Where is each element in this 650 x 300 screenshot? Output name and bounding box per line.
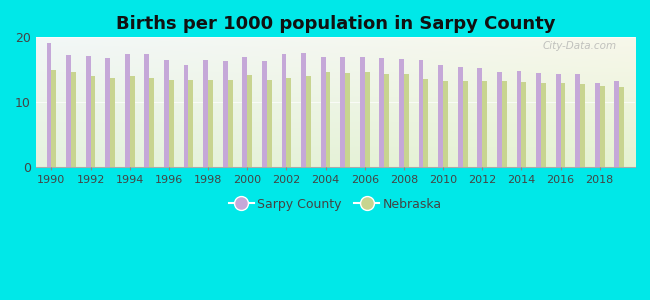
Bar [47, 43, 51, 167]
Bar [188, 80, 194, 167]
Bar [110, 78, 115, 167]
Title: Births per 1000 population in Sarpy County: Births per 1000 population in Sarpy Coun… [116, 15, 555, 33]
Bar [266, 80, 272, 167]
Bar [281, 54, 287, 167]
Bar [169, 80, 174, 167]
Bar [560, 83, 566, 167]
Bar [384, 74, 389, 167]
Bar [227, 80, 233, 167]
Bar [614, 82, 619, 167]
Bar [360, 57, 365, 167]
Bar [380, 58, 384, 167]
Bar [556, 74, 560, 167]
Bar [502, 82, 507, 167]
Bar [340, 58, 345, 167]
Bar [71, 72, 76, 167]
Bar [536, 73, 541, 167]
Bar [517, 71, 521, 167]
Bar [247, 75, 252, 167]
Bar [208, 80, 213, 167]
Bar [365, 72, 370, 167]
Bar [66, 55, 71, 167]
Bar [90, 76, 96, 167]
Bar [86, 56, 90, 167]
Bar [320, 57, 326, 167]
Bar [497, 72, 502, 167]
Bar [130, 76, 135, 167]
Bar [600, 86, 604, 167]
Bar [521, 82, 527, 167]
Bar [51, 70, 57, 167]
Bar [580, 84, 585, 167]
Text: City-Data.com: City-Data.com [543, 41, 617, 51]
Bar [419, 60, 424, 167]
Bar [203, 60, 208, 167]
Bar [301, 53, 306, 167]
Bar [164, 60, 169, 167]
Bar [125, 54, 130, 167]
Bar [144, 54, 150, 167]
Bar [404, 74, 409, 167]
Bar [345, 73, 350, 167]
Legend: Sarpy County, Nebraska: Sarpy County, Nebraska [224, 193, 447, 215]
Bar [306, 76, 311, 167]
Bar [482, 81, 487, 167]
Bar [443, 81, 448, 167]
Bar [242, 57, 247, 167]
Bar [183, 64, 188, 167]
Bar [541, 83, 546, 167]
Bar [105, 58, 110, 167]
Bar [463, 82, 467, 167]
Bar [438, 65, 443, 167]
Bar [575, 74, 580, 167]
Bar [595, 83, 600, 167]
Bar [477, 68, 482, 167]
Bar [326, 72, 330, 167]
Bar [619, 87, 624, 167]
Bar [458, 67, 463, 167]
Bar [262, 61, 266, 167]
Bar [223, 61, 227, 167]
Bar [424, 79, 428, 167]
Bar [287, 78, 291, 167]
Bar [150, 78, 154, 167]
Bar [399, 59, 404, 167]
